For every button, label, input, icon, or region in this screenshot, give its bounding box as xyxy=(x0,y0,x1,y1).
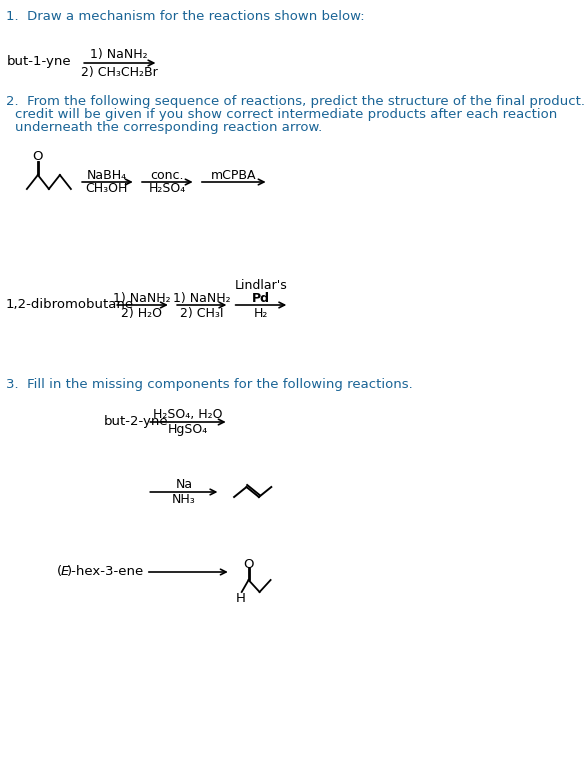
Text: H₂SO₄, H₂O: H₂SO₄, H₂O xyxy=(153,408,223,421)
Text: Na: Na xyxy=(176,478,192,491)
Text: )-hex-3-ene: )-hex-3-ene xyxy=(67,565,144,578)
Text: but-1-yne: but-1-yne xyxy=(7,55,71,68)
Text: 2) CH₃I: 2) CH₃I xyxy=(180,307,223,320)
Text: mCPBA: mCPBA xyxy=(211,169,257,182)
Text: H₂SO₄: H₂SO₄ xyxy=(149,182,186,195)
Text: E: E xyxy=(61,565,69,578)
Text: underneath the corresponding reaction arrow.: underneath the corresponding reaction ar… xyxy=(15,121,322,134)
Text: 2) CH₃CH₂Br: 2) CH₃CH₂Br xyxy=(81,66,157,79)
Text: Pd: Pd xyxy=(252,292,270,305)
Text: 1) NaNH₂: 1) NaNH₂ xyxy=(173,292,230,305)
Text: H₂: H₂ xyxy=(254,307,268,320)
Text: 1.  Draw a mechanism for the reactions shown below:: 1. Draw a mechanism for the reactions sh… xyxy=(5,10,364,23)
Text: H: H xyxy=(235,592,245,605)
Text: CH₃OH: CH₃OH xyxy=(85,182,128,195)
Text: 3.  Fill in the missing components for the following reactions.: 3. Fill in the missing components for th… xyxy=(5,378,412,391)
Text: NaBH₄: NaBH₄ xyxy=(87,169,127,182)
Text: 1) NaNH₂: 1) NaNH₂ xyxy=(113,292,171,305)
Text: 1) NaNH₂: 1) NaNH₂ xyxy=(90,48,148,61)
Text: 1,2-dibromobutane: 1,2-dibromobutane xyxy=(5,298,133,311)
Text: Lindlar's: Lindlar's xyxy=(235,279,287,292)
Text: credit will be given if you show correct intermediate products after each reacti: credit will be given if you show correct… xyxy=(15,108,558,121)
Text: 2.  From the following sequence of reactions, predict the structure of the final: 2. From the following sequence of reacti… xyxy=(5,95,585,108)
Text: NH₃: NH₃ xyxy=(172,493,196,506)
Text: O: O xyxy=(33,149,43,162)
Text: 2) H₂O: 2) H₂O xyxy=(121,307,163,320)
Text: HgSO₄: HgSO₄ xyxy=(168,423,208,436)
Text: but-2-yne: but-2-yne xyxy=(104,415,168,428)
Text: (: ( xyxy=(57,565,61,578)
Text: O: O xyxy=(243,558,254,571)
Text: conc.: conc. xyxy=(150,169,184,182)
